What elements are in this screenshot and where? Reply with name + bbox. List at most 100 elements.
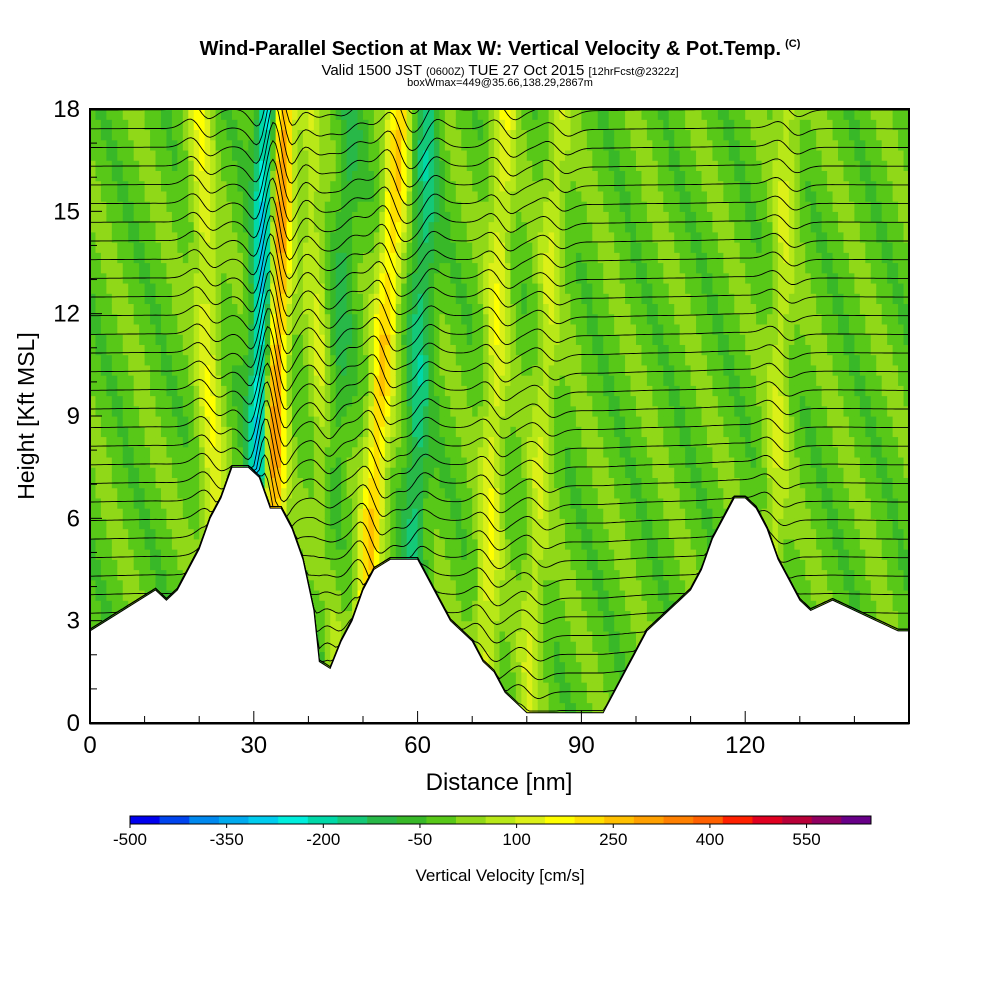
velocity-cell bbox=[226, 109, 233, 120]
velocity-cell bbox=[521, 641, 528, 652]
velocity-cell bbox=[193, 364, 200, 376]
velocity-cell bbox=[177, 109, 184, 120]
velocity-cell bbox=[455, 282, 462, 294]
velocity-cell bbox=[439, 201, 446, 212]
velocity-cell bbox=[444, 313, 451, 325]
velocity-cell bbox=[510, 682, 517, 693]
velocity-cell bbox=[324, 160, 331, 171]
velocity-cell bbox=[433, 160, 441, 171]
velocity-cell bbox=[166, 293, 173, 305]
velocity-cell bbox=[335, 610, 342, 622]
velocity-cell bbox=[417, 395, 424, 407]
velocity-cell bbox=[226, 354, 233, 366]
velocity-cell bbox=[297, 201, 304, 212]
velocity-cell bbox=[308, 139, 315, 151]
velocity-cell bbox=[526, 549, 533, 560]
velocity-cell bbox=[472, 610, 479, 622]
velocity-cell bbox=[526, 497, 533, 509]
velocity-cell bbox=[128, 242, 135, 253]
velocity-cell bbox=[373, 272, 380, 284]
velocity-cell bbox=[444, 569, 451, 581]
velocity-cell bbox=[308, 160, 315, 171]
velocity-cell bbox=[122, 538, 129, 550]
velocity-cell bbox=[297, 538, 304, 550]
velocity-cell bbox=[297, 497, 304, 509]
velocity-cell bbox=[346, 600, 353, 612]
velocity-cell bbox=[182, 446, 189, 458]
velocity-cell bbox=[526, 405, 533, 417]
velocity-cell bbox=[221, 180, 228, 192]
velocity-cell bbox=[177, 231, 184, 243]
velocity-cell bbox=[510, 190, 517, 202]
velocity-cell bbox=[226, 446, 233, 458]
velocity-cell bbox=[379, 149, 386, 161]
velocity-cell bbox=[477, 528, 484, 540]
velocity-cell bbox=[297, 170, 304, 182]
velocity-cell bbox=[537, 467, 544, 478]
velocity-cell bbox=[401, 334, 408, 345]
velocity-cell bbox=[477, 497, 484, 509]
velocity-cell bbox=[455, 323, 462, 335]
velocity-cell bbox=[171, 170, 178, 182]
velocity-cell bbox=[177, 549, 184, 560]
velocity-cell bbox=[515, 569, 522, 581]
velocity-cell bbox=[330, 651, 337, 663]
velocity-cell bbox=[483, 630, 490, 642]
velocity-cell bbox=[532, 354, 539, 366]
velocity-cell bbox=[297, 262, 304, 274]
velocity-cell bbox=[248, 344, 255, 356]
velocity-cell bbox=[532, 589, 539, 601]
velocity-cell bbox=[226, 334, 233, 345]
velocity-cell bbox=[264, 242, 271, 253]
velocity-cell bbox=[144, 385, 151, 397]
velocity-cell bbox=[237, 293, 244, 305]
velocity-cell bbox=[237, 303, 244, 315]
velocity-cell bbox=[242, 456, 249, 468]
velocity-cell bbox=[373, 201, 380, 212]
velocity-cell bbox=[330, 344, 337, 356]
velocity-cell bbox=[253, 242, 260, 253]
velocity-cell bbox=[231, 252, 239, 264]
velocity-cell bbox=[537, 446, 544, 458]
velocity-cell bbox=[357, 323, 364, 335]
velocity-cell bbox=[281, 467, 288, 478]
velocity-cell bbox=[308, 129, 315, 141]
velocity-cell bbox=[313, 549, 320, 560]
velocity-cell bbox=[171, 282, 178, 294]
velocity-cell bbox=[204, 211, 211, 223]
velocity-cell bbox=[182, 334, 189, 345]
velocity-cell bbox=[433, 405, 441, 417]
velocity-cell bbox=[466, 579, 473, 591]
velocity-cell bbox=[231, 405, 239, 417]
velocity-cell bbox=[450, 190, 457, 202]
velocity-cell bbox=[433, 344, 441, 356]
velocity-cell bbox=[144, 190, 151, 202]
velocity-cell bbox=[363, 354, 370, 366]
velocity-cell bbox=[166, 129, 173, 141]
velocity-cell bbox=[406, 508, 413, 519]
velocity-cell bbox=[461, 170, 468, 182]
velocity-cell bbox=[155, 426, 162, 438]
velocity-cell bbox=[379, 487, 386, 499]
velocity-cell bbox=[171, 160, 178, 171]
velocity-cell bbox=[319, 221, 326, 233]
velocity-cell bbox=[95, 129, 102, 141]
velocity-cell bbox=[313, 119, 320, 131]
velocity-cell bbox=[292, 436, 299, 448]
velocity-cell bbox=[122, 589, 129, 601]
velocity-cell bbox=[439, 508, 446, 519]
copyright-mark: (C) bbox=[785, 38, 801, 51]
velocity-cell bbox=[128, 436, 135, 448]
velocity-cell bbox=[532, 487, 539, 499]
velocity-cell bbox=[368, 538, 375, 550]
velocity-cell bbox=[330, 569, 337, 581]
velocity-cell bbox=[253, 170, 260, 182]
velocity-cell bbox=[499, 201, 506, 212]
velocity-cell bbox=[412, 160, 419, 171]
velocity-cell bbox=[390, 436, 397, 448]
velocity-cell bbox=[324, 600, 331, 612]
velocity-cell bbox=[226, 272, 233, 284]
velocity-cell bbox=[357, 518, 364, 530]
velocity-cell bbox=[439, 282, 446, 294]
velocity-cell bbox=[526, 211, 533, 223]
